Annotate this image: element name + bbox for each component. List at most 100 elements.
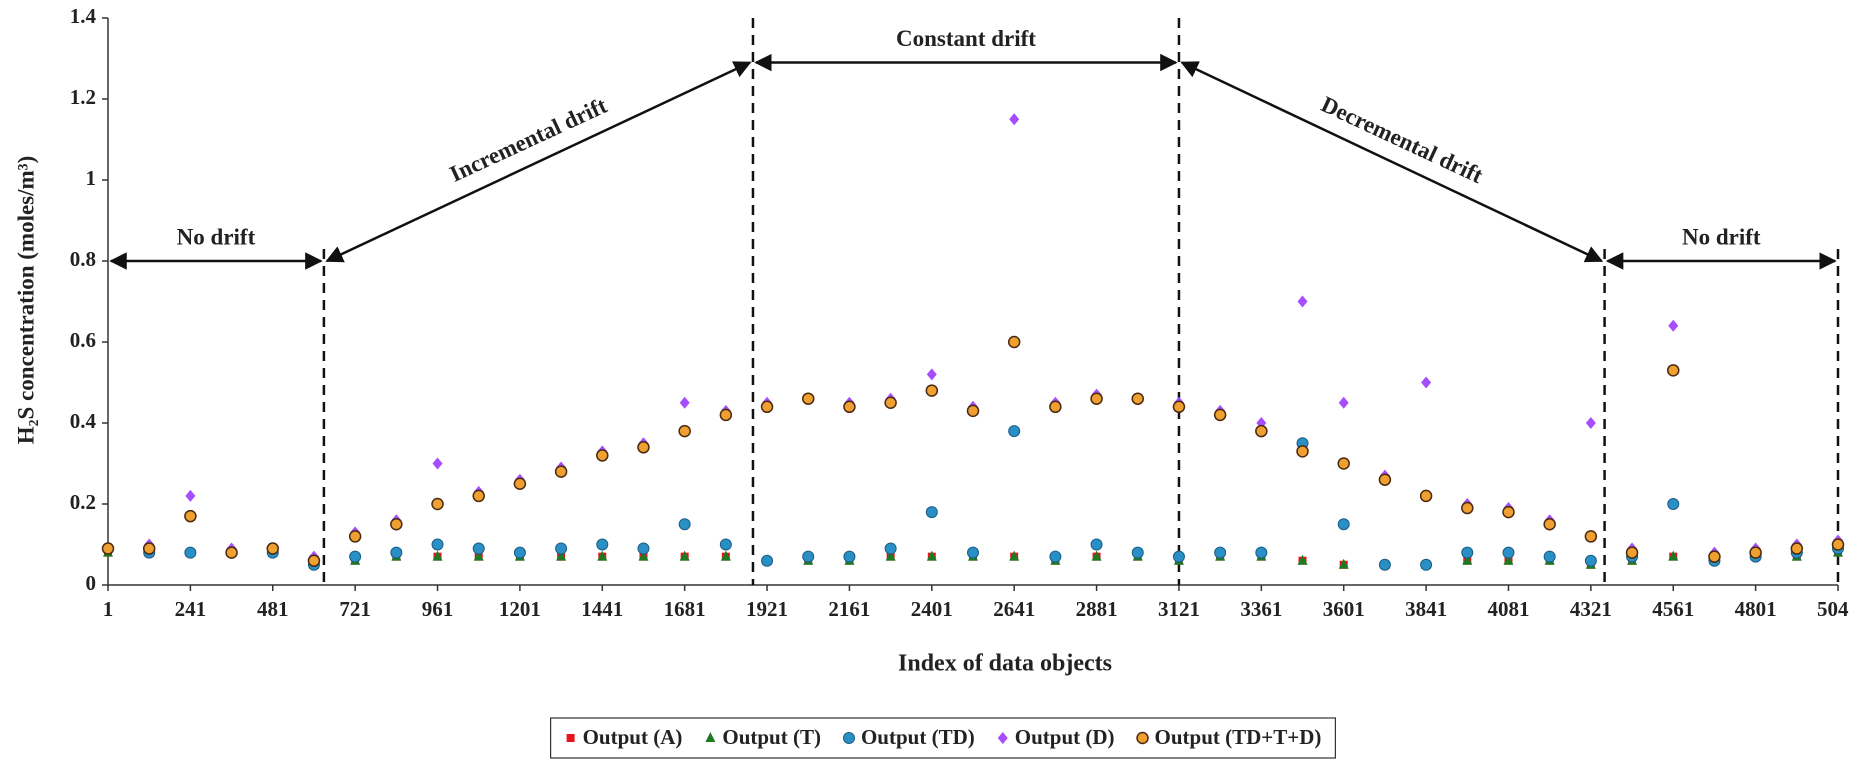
point (966, 404, 980, 418)
point (472, 489, 485, 503)
point (1091, 550, 1102, 561)
point (1131, 546, 1144, 559)
x-tick-label: 241 (175, 597, 207, 621)
point (554, 465, 568, 478)
point (472, 542, 485, 555)
x-tick-label: 3361 (1240, 597, 1282, 621)
point (266, 542, 280, 555)
y-tick-label: 0 (86, 571, 97, 595)
point (679, 396, 690, 409)
series (103, 113, 1843, 563)
legend-swatch (705, 732, 716, 742)
y-tick-label: 0.4 (70, 409, 97, 433)
point (637, 542, 650, 555)
legend-swatch (1136, 731, 1149, 745)
legend-swatch (842, 732, 855, 744)
y-tick-label: 1.4 (70, 4, 97, 28)
legend: Output (A) Output (T) Output (TD) Output (D… (550, 717, 1336, 759)
point (679, 550, 690, 561)
point (432, 550, 443, 561)
point (184, 509, 197, 523)
x-tick-label: 2641 (993, 597, 1035, 621)
point (1007, 335, 1021, 349)
drift-arrow (325, 61, 752, 263)
point (513, 477, 527, 490)
x-tick-label: 481 (257, 597, 289, 621)
y-tick-label: 1.2 (70, 85, 96, 109)
point (349, 550, 362, 563)
legend-label: Output (A) (583, 725, 683, 749)
point (1131, 392, 1145, 405)
point (348, 530, 362, 543)
x-tick-label: 3601 (1323, 597, 1365, 621)
point (225, 546, 238, 559)
series (102, 425, 1844, 571)
point (637, 441, 650, 454)
point (925, 384, 939, 397)
point (1008, 425, 1021, 438)
point (719, 408, 733, 422)
x-tick-label: 2401 (911, 597, 953, 621)
x-tick-label: 4801 (1735, 597, 1777, 621)
point (1172, 550, 1185, 563)
point (1296, 445, 1309, 458)
point (843, 400, 856, 414)
point (1378, 558, 1391, 571)
point (1667, 498, 1680, 510)
point (513, 546, 526, 559)
point (1297, 554, 1308, 565)
point (1009, 113, 1020, 126)
point (1378, 473, 1392, 486)
x-tick-label: 1681 (664, 597, 706, 621)
point (1668, 319, 1679, 332)
point (431, 538, 444, 551)
point (1668, 550, 1679, 561)
point (556, 550, 567, 561)
point (719, 538, 732, 551)
x-tick-label: 1201 (499, 597, 541, 621)
point (1213, 408, 1227, 422)
series (101, 335, 1845, 567)
point (1009, 550, 1020, 561)
point (926, 550, 937, 561)
point (142, 542, 156, 555)
point (1214, 546, 1227, 559)
y-tick-label: 0.6 (70, 328, 96, 352)
point (1421, 376, 1432, 389)
point (1420, 558, 1433, 571)
point (1503, 554, 1514, 565)
point (1584, 530, 1598, 543)
point (1584, 554, 1597, 567)
point (473, 550, 484, 561)
point (967, 546, 979, 559)
point (802, 550, 815, 563)
x-tick-label: 4081 (1487, 597, 1529, 621)
x-tick-label: 961 (422, 597, 454, 621)
point (1049, 550, 1062, 563)
x-tick-label: 2161 (828, 597, 870, 621)
point (884, 542, 897, 555)
legend-label: Output (D) (1015, 725, 1115, 749)
x-tick-label: 1441 (581, 597, 623, 621)
point (1502, 546, 1515, 559)
point (1708, 550, 1721, 563)
point (1543, 518, 1556, 531)
point (555, 542, 568, 555)
point (184, 546, 197, 559)
point (1337, 518, 1350, 531)
point (885, 550, 896, 561)
point (1090, 392, 1103, 405)
legend-label: Output (T) (722, 725, 821, 749)
legend-box (550, 717, 1336, 759)
point (678, 518, 691, 531)
point (432, 457, 443, 470)
point (761, 554, 774, 567)
point (1172, 400, 1186, 414)
point (596, 449, 609, 462)
x-tick-label: 1 (103, 597, 114, 621)
y-axis-label: H₂S concentration (moles/m³) (13, 156, 38, 444)
point (843, 550, 856, 563)
x-tick-label: 4321 (1570, 597, 1612, 621)
point (1337, 457, 1350, 470)
